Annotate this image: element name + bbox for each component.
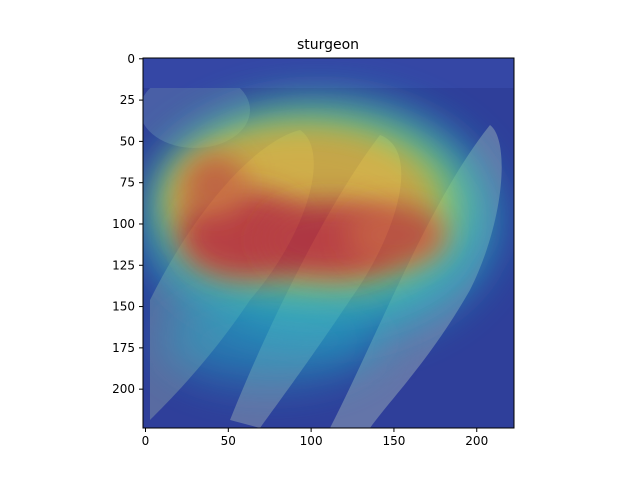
x-tick-label: 0 bbox=[142, 434, 150, 448]
y-axis: 0 25 50 75 100 125 150 175 200 bbox=[112, 52, 143, 396]
tray-edge bbox=[143, 58, 514, 88]
y-tick-label: 150 bbox=[112, 300, 135, 314]
y-tick-label: 25 bbox=[120, 93, 135, 107]
x-tick-label: 100 bbox=[300, 434, 323, 448]
y-tick-label: 125 bbox=[112, 258, 135, 272]
y-tick-label: 200 bbox=[112, 382, 135, 396]
heat-layer bbox=[145, 100, 495, 385]
y-tick-label: 100 bbox=[112, 217, 135, 231]
y-tick-label: 175 bbox=[112, 341, 135, 355]
chart-title: sturgeon bbox=[297, 37, 359, 53]
heat-bottom-cool bbox=[160, 295, 380, 385]
heat-core-right bbox=[345, 205, 445, 265]
x-tick-label: 50 bbox=[221, 434, 236, 448]
x-axis: 0 50 100 150 200 bbox=[142, 428, 488, 448]
y-tick-label: 0 bbox=[127, 52, 135, 66]
x-tick-label: 150 bbox=[382, 434, 405, 448]
y-tick-label: 75 bbox=[120, 176, 135, 190]
x-tick-label: 200 bbox=[465, 434, 488, 448]
y-tick-label: 50 bbox=[120, 134, 135, 148]
heat-upper-left bbox=[185, 155, 245, 215]
heatmap-image bbox=[143, 58, 514, 428]
plot-frame bbox=[142, 57, 515, 429]
